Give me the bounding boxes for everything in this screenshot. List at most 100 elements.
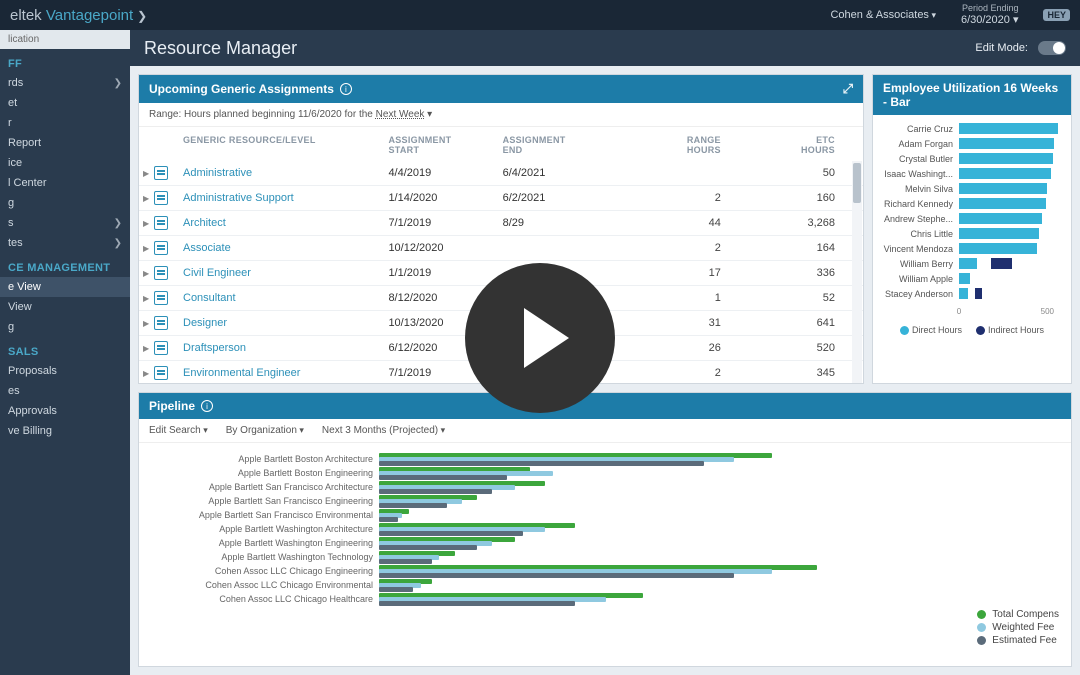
util-bar-row: Vincent Mendoza <box>879 243 1065 254</box>
nav-item[interactable]: l Center <box>0 173 130 193</box>
resource-name[interactable]: Civil Engineer <box>183 267 388 279</box>
expand-row-icon[interactable]: ▶ <box>143 194 149 203</box>
page-title: Resource Manager <box>144 38 297 59</box>
resource-name[interactable]: Associate <box>183 242 388 254</box>
direct-bar <box>959 138 1054 149</box>
direct-bar <box>959 273 970 284</box>
etc-hours: 520 <box>731 342 845 354</box>
org-label: Cohen Assoc LLC Chicago Environmental <box>149 580 379 590</box>
expand-row-icon[interactable]: ▶ <box>143 169 149 178</box>
assignment-end: 6/4/2021 <box>503 167 617 179</box>
est-bar <box>379 503 447 508</box>
range-hours: 31 <box>617 317 731 329</box>
range-hours: 17 <box>617 267 731 279</box>
nav-item[interactable]: rds❯ <box>0 73 130 93</box>
est-bar <box>379 573 734 578</box>
range-hours: 2 <box>617 192 731 204</box>
org-label: Apple Bartlett Washington Engineering <box>149 538 379 548</box>
assignment-start: 1/14/2020 <box>388 192 502 204</box>
assignment-start: 1/1/2019 <box>388 267 502 279</box>
est-bar <box>379 475 507 480</box>
table-row[interactable]: ▶ Associate 10/12/2020 2 164 <box>139 236 863 261</box>
period-dropdown[interactable]: Period Ending 6/30/2020 ▾ <box>961 4 1019 26</box>
expand-row-icon[interactable]: ▶ <box>143 319 149 328</box>
info-icon[interactable]: i <box>201 400 213 412</box>
range-dropdown[interactable]: Next Week <box>376 109 425 120</box>
est-bar <box>379 587 413 592</box>
assignments-header: Upcoming Generic Assignments i ⤢ <box>139 75 863 103</box>
legend-dot-weighted <box>977 623 986 632</box>
nav-item[interactable]: View <box>0 297 130 317</box>
nav-item[interactable]: et <box>0 93 130 113</box>
table-row[interactable]: ▶ Architect 7/1/2019 8/29 44 3,268 <box>139 211 863 236</box>
direct-bar <box>959 168 1051 179</box>
resource-name[interactable]: Designer <box>183 317 388 329</box>
pipeline-row: Apple Bartlett San Francisco Architectur… <box>149 481 1059 493</box>
resource-name[interactable]: Administrative Support <box>183 192 388 204</box>
play-button[interactable] <box>465 263 615 413</box>
resource-name[interactable]: Administrative <box>183 167 388 179</box>
resource-icon <box>154 341 168 355</box>
edit-search-dropdown[interactable]: Edit Search <box>149 425 208 436</box>
company-dropdown[interactable]: Cohen & Associates <box>830 9 935 21</box>
chevron-right-icon: ❯ <box>114 238 122 249</box>
expand-icon[interactable]: ⤢ <box>843 81 853 97</box>
nav-item[interactable]: es <box>0 381 130 401</box>
util-bar-row: Stacey Anderson <box>879 288 1065 299</box>
resource-name[interactable]: Consultant <box>183 292 388 304</box>
direct-bar <box>959 288 968 299</box>
range-hours: 44 <box>617 217 731 229</box>
resource-name[interactable]: Draftsperson <box>183 342 388 354</box>
period-dropdown[interactable]: Next 3 Months (Projected) <box>322 425 445 436</box>
nav-item[interactable]: ice <box>0 153 130 173</box>
nav-item[interactable]: ve Billing <box>0 421 130 441</box>
etc-hours: 52 <box>731 292 845 304</box>
hey-icon[interactable]: HEY <box>1043 9 1070 21</box>
range-hours: 2 <box>617 242 731 254</box>
expand-row-icon[interactable]: ▶ <box>143 294 149 303</box>
resource-name[interactable]: Environmental Engineer <box>183 367 388 379</box>
nav-item[interactable]: Report <box>0 133 130 153</box>
table-row[interactable]: ▶ Administrative Support 1/14/2020 6/2/2… <box>139 186 863 211</box>
nav-item[interactable]: r <box>0 113 130 133</box>
top-bar: eltek Vantagepoint❯ Cohen & Associates P… <box>0 0 1080 30</box>
info-icon[interactable]: i <box>340 83 352 95</box>
legend-dot-est <box>977 636 986 645</box>
scrollbar[interactable] <box>852 161 862 383</box>
expand-row-icon[interactable]: ▶ <box>143 219 149 228</box>
expand-row-icon[interactable]: ▶ <box>143 369 149 378</box>
nav-item[interactable]: tes❯ <box>0 233 130 253</box>
nav-item[interactable]: e View <box>0 277 130 297</box>
util-bar-row: William Apple <box>879 273 1065 284</box>
est-bar <box>379 545 477 550</box>
utilization-panel: Employee Utilization 16 Weeks - Bar Carr… <box>872 74 1072 384</box>
employee-label: Crystal Butler <box>879 154 959 164</box>
employee-label: William Apple <box>879 274 959 284</box>
org-label: Apple Bartlett San Francisco Engineering <box>149 496 379 506</box>
employee-label: Stacey Anderson <box>879 289 959 299</box>
nav-item[interactable]: g <box>0 193 130 213</box>
expand-row-icon[interactable]: ▶ <box>143 344 149 353</box>
nav-item[interactable]: s❯ <box>0 213 130 233</box>
expand-row-icon[interactable]: ▶ <box>143 244 149 253</box>
nav-item[interactable]: Approvals <box>0 401 130 421</box>
edit-mode-toggle[interactable] <box>1038 41 1066 55</box>
employee-label: Carrie Cruz <box>879 124 959 134</box>
pipeline-row: Apple Bartlett Washington Architecture <box>149 523 1059 535</box>
direct-bar <box>959 123 1058 134</box>
util-bar-row: Adam Forgan <box>879 138 1065 149</box>
etc-hours: 336 <box>731 267 845 279</box>
by-org-dropdown[interactable]: By Organization <box>226 425 304 436</box>
employee-label: William Berry <box>879 259 959 269</box>
nav-item[interactable]: Proposals <box>0 361 130 381</box>
pipeline-filters: Edit Search By Organization Next 3 Month… <box>139 419 1071 443</box>
sidebar-search[interactable]: lication <box>0 30 130 49</box>
table-row[interactable]: ▶ Administrative 4/4/2019 6/4/2021 50 <box>139 161 863 186</box>
direct-bar <box>959 213 1042 224</box>
direct-bar <box>959 228 1039 239</box>
resource-icon <box>154 191 168 205</box>
expand-row-icon[interactable]: ▶ <box>143 269 149 278</box>
resource-name[interactable]: Architect <box>183 217 388 229</box>
est-bar <box>379 517 398 522</box>
nav-item[interactable]: g <box>0 317 130 337</box>
